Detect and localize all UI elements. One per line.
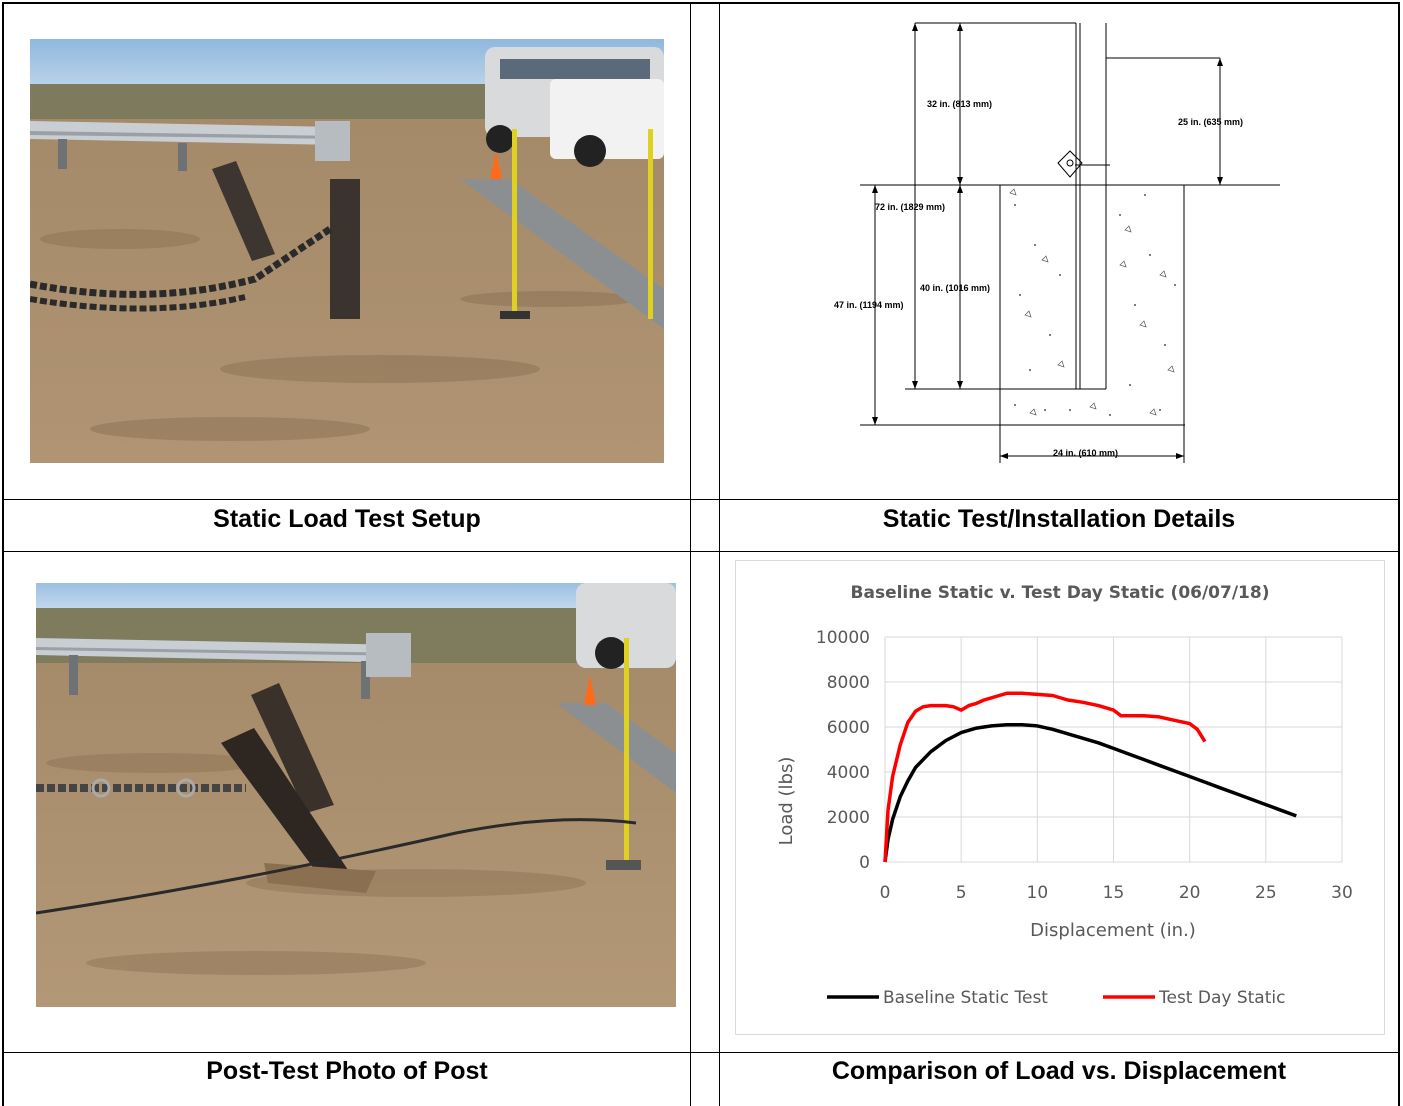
x-tick-label: 25 (1255, 883, 1277, 903)
legend-label: Test Day Static (1158, 988, 1285, 1008)
dim-25-label: 25 in. (635 mm) (1178, 117, 1243, 127)
load-bracket (1057, 150, 1083, 178)
dim-32-label: 32 in. (813 mm) (927, 99, 992, 109)
row-divider-3 (2, 1052, 1400, 1053)
table-divider-2 (719, 2, 720, 1106)
concrete-footing (999, 184, 1185, 426)
x-tick-label: 0 (880, 883, 891, 903)
chart-title: Baseline Static v. Test Day Static (06/0… (851, 583, 1270, 603)
post-test-photo-illustration (36, 583, 676, 1007)
caption-installation: Static Test/Installation Details (882, 505, 1236, 533)
concrete-texture (1014, 194, 1176, 416)
row-divider-1 (2, 499, 1400, 500)
x-tick-label: 15 (1103, 883, 1125, 903)
installation-diagram: 32 in. (813 mm) 25 in. (635 mm) 72 in. (… (820, 15, 1290, 475)
series-line-test-day (883, 691, 1207, 863)
installation-drawing: 32 in. (813 mm) 25 in. (635 mm) 72 in. (… (834, 22, 1280, 463)
post-test-photo (36, 583, 676, 1007)
caption-setup: Static Load Test Setup (213, 505, 481, 533)
caption-comparison: Comparison of Load vs. Displacement (831, 1057, 1287, 1085)
series-line-baseline (883, 723, 1297, 863)
chart-series (883, 691, 1297, 863)
caption-post-test: Post-Test Photo of Post (206, 1057, 488, 1085)
x-tick-label: 10 (1027, 883, 1049, 903)
chart-grid (884, 636, 1343, 863)
y-tick-label: 0 (859, 853, 870, 873)
y-axis-label: Load (lbs) (776, 757, 797, 846)
table-divider-1 (690, 2, 691, 1106)
dim-24-label: 24 in. (610 mm) (1053, 448, 1118, 458)
table-border-top (2, 2, 1400, 4)
load-displacement-chart: Baseline Static v. Test Day Static (06/0… (735, 560, 1385, 1035)
chart-ticks: 0 2000 4000 6000 8000 10000 0 5 10 15 20 25 30 (816, 628, 1353, 903)
y-tick-label: 4000 (827, 763, 870, 783)
y-tick-label: 8000 (827, 673, 870, 693)
setup-photo (30, 39, 664, 463)
y-tick-label: 2000 (827, 808, 870, 828)
x-tick-label: 30 (1331, 883, 1353, 903)
dim-47-label: 47 in. (1194 mm) (834, 300, 904, 310)
row-divider-2 (2, 551, 1400, 552)
chart-legend: Baseline Static Test Test Day Static (827, 988, 1285, 1008)
y-tick-label: 6000 (827, 718, 870, 738)
x-tick-label: 5 (956, 883, 967, 903)
y-tick-label: 10000 (816, 628, 870, 648)
setup-photo-illustration (30, 39, 664, 463)
chart-frame (735, 560, 1385, 1035)
x-tick-label: 20 (1179, 883, 1201, 903)
chart-svg: Baseline Static v. Test Day Static (06/0… (735, 560, 1385, 1035)
table-border-right (1398, 2, 1400, 1106)
x-axis-label: Displacement (in.) (1030, 920, 1196, 941)
table-border-left (2, 2, 4, 1106)
dim-40-label: 40 in. (1016 mm) (920, 283, 990, 293)
dim-72-label: 72 in. (1829 mm) (875, 202, 945, 212)
legend-label: Baseline Static Test (883, 988, 1048, 1008)
